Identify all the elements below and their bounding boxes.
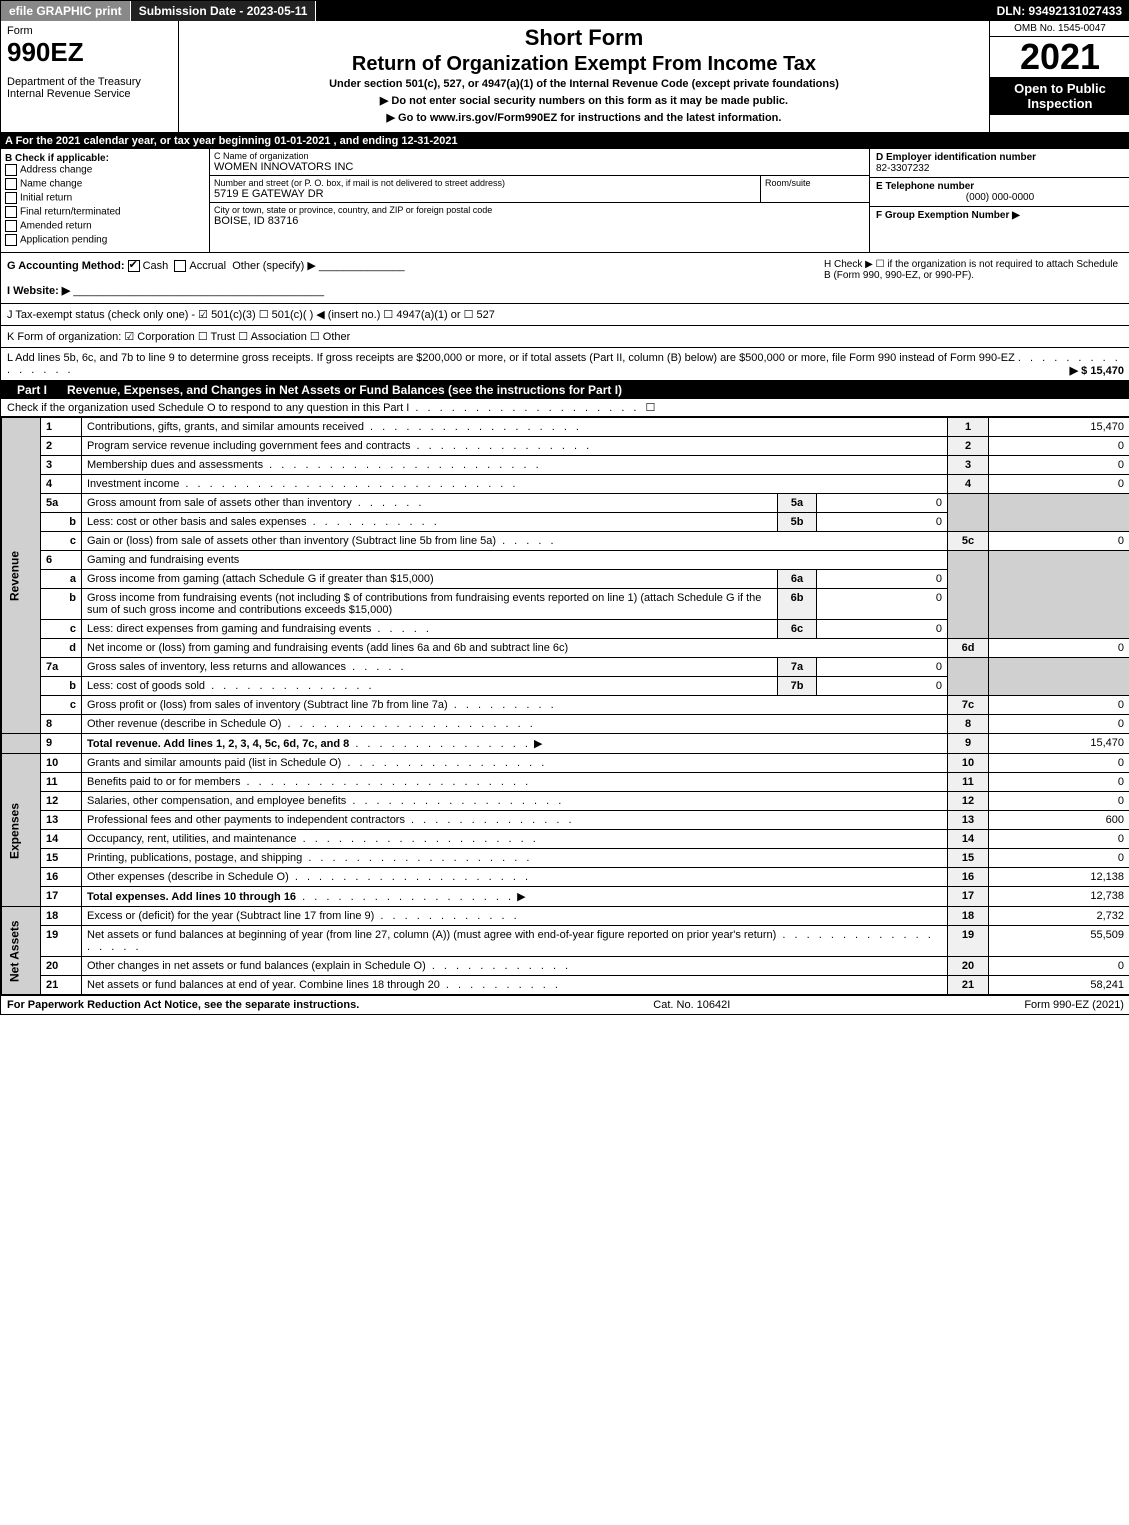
- org-city: BOISE, ID 83716: [214, 215, 865, 227]
- line6d-value: 0: [989, 639, 1129, 658]
- efile-graphic-print[interactable]: efile GRAPHIC print: [1, 1, 131, 21]
- chk-amended-return[interactable]: Amended return: [5, 220, 205, 232]
- line9-total-revenue: 15,470: [989, 734, 1129, 754]
- dept-treasury: Department of the Treasury: [7, 76, 172, 88]
- org-street: 5719 E GATEWAY DR: [214, 188, 756, 200]
- section-j-tax-status: J Tax-exempt status (check only one) - ☑…: [1, 304, 1129, 326]
- section-g-accounting: G Accounting Method: Cash Accrual Other …: [7, 259, 824, 297]
- line4-value: 0: [989, 475, 1129, 494]
- street-label: Number and street (or P. O. box, if mail…: [214, 178, 756, 188]
- line12-value: 0: [989, 792, 1129, 811]
- line6b-value: 0: [817, 589, 948, 620]
- open-public-badge: Open to Public Inspection: [990, 77, 1129, 115]
- line13-value: 600: [989, 811, 1129, 830]
- line6a-value: 0: [817, 570, 948, 589]
- omb-number: OMB No. 1545-0047: [990, 21, 1129, 37]
- section-h-schedule-b: H Check ▶ ☐ if the organization is not r…: [824, 259, 1124, 297]
- chk-initial-return[interactable]: Initial return: [5, 192, 205, 204]
- line7a-value: 0: [817, 658, 948, 677]
- line14-value: 0: [989, 830, 1129, 849]
- chk-address-change[interactable]: Address change: [5, 164, 205, 176]
- paperwork-notice: For Paperwork Reduction Act Notice, see …: [7, 999, 359, 1011]
- dln: DLN: 93492131027433: [989, 1, 1129, 21]
- section-i-website: I Website: ▶: [7, 285, 70, 297]
- line3-value: 0: [989, 456, 1129, 475]
- form-number: 990EZ: [7, 37, 172, 68]
- revenue-tab: Revenue: [2, 418, 41, 734]
- line5a-value: 0: [817, 494, 948, 513]
- chk-cash[interactable]: [128, 260, 140, 272]
- form-word: Form: [7, 25, 172, 37]
- ein-label: D Employer identification number: [876, 152, 1124, 163]
- line17-total-expenses: 12,738: [989, 887, 1129, 907]
- form-990ez-page: efile GRAPHIC print Submission Date - 20…: [0, 0, 1129, 1015]
- line15-value: 0: [989, 849, 1129, 868]
- line11-value: 0: [989, 773, 1129, 792]
- group-exemption-label: F Group Exemption Number ▶: [876, 210, 1124, 221]
- section-k-org-form: K Form of organization: ☑ Corporation ☐ …: [1, 326, 1129, 348]
- expenses-tab: Expenses: [2, 754, 41, 907]
- part1-table: Revenue 1Contributions, gifts, grants, a…: [1, 417, 1129, 995]
- tel-label: E Telephone number: [876, 181, 1124, 192]
- chk-name-change[interactable]: Name change: [5, 178, 205, 190]
- tax-year: 2021: [990, 37, 1129, 77]
- line16-value: 12,138: [989, 868, 1129, 887]
- room-suite-label: Room/suite: [761, 176, 869, 202]
- city-label: City or town, state or province, country…: [214, 205, 865, 215]
- org-name: WOMEN INNOVATORS INC: [214, 161, 353, 173]
- gross-receipts-amount: ▶ $ 15,470: [1070, 364, 1124, 377]
- line20-value: 0: [989, 957, 1129, 976]
- top-bar: efile GRAPHIC print Submission Date - 20…: [1, 1, 1129, 21]
- instruction-ssn: ▶ Do not enter social security numbers o…: [183, 94, 985, 107]
- page-footer: For Paperwork Reduction Act Notice, see …: [1, 995, 1129, 1014]
- net-assets-tab: Net Assets: [2, 907, 41, 995]
- line19-value: 55,509: [989, 926, 1129, 957]
- section-a-period: A For the 2021 calendar year, or tax yea…: [1, 133, 1129, 149]
- short-form-title: Short Form: [183, 25, 985, 51]
- main-title: Return of Organization Exempt From Incom…: [183, 53, 985, 76]
- line1-value: 15,470: [989, 418, 1129, 437]
- line21-net-assets: 58,241: [989, 976, 1129, 995]
- form-header: Form 990EZ Department of the Treasury In…: [1, 21, 1129, 133]
- line10-value: 0: [989, 754, 1129, 773]
- section-b-checkboxes: B Check if applicable: Address change Na…: [1, 149, 210, 252]
- b-label: B Check if applicable:: [5, 153, 205, 164]
- chk-accrual[interactable]: [174, 260, 186, 272]
- line5b-value: 0: [817, 513, 948, 532]
- chk-final-return[interactable]: Final return/terminated: [5, 206, 205, 218]
- line5c-value: 0: [989, 532, 1129, 551]
- cat-no: Cat. No. 10642I: [653, 999, 730, 1011]
- line18-value: 2,732: [989, 907, 1129, 926]
- section-l-gross-receipts: L Add lines 5b, 6c, and 7b to line 9 to …: [1, 348, 1129, 381]
- ein-value: 82-3307232: [876, 163, 1124, 174]
- line6c-value: 0: [817, 620, 948, 639]
- part1-check-o: Check if the organization used Schedule …: [1, 399, 1129, 417]
- part1-header: Part I Revenue, Expenses, and Changes in…: [1, 381, 1129, 399]
- irs-label: Internal Revenue Service: [7, 88, 172, 100]
- chk-application-pending[interactable]: Application pending: [5, 234, 205, 246]
- submission-date: Submission Date - 2023-05-11: [131, 1, 317, 21]
- line8-value: 0: [989, 715, 1129, 734]
- line7b-value: 0: [817, 677, 948, 696]
- line7c-value: 0: [989, 696, 1129, 715]
- subtitle: Under section 501(c), 527, or 4947(a)(1)…: [183, 78, 985, 90]
- line2-value: 0: [989, 437, 1129, 456]
- form-ref: Form 990-EZ (2021): [1024, 999, 1124, 1011]
- c-name-label: C Name of organization: [214, 151, 343, 161]
- tel-value: (000) 000-0000: [876, 192, 1124, 203]
- instruction-link[interactable]: ▶ Go to www.irs.gov/Form990EZ for instru…: [183, 111, 985, 124]
